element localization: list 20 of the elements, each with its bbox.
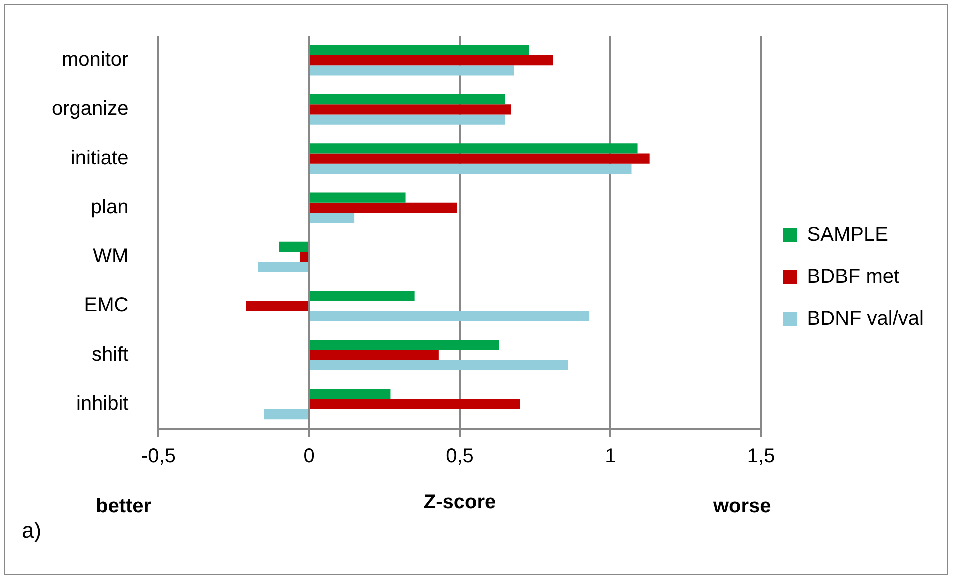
legend-label: BDNF val/val xyxy=(807,308,924,330)
x-tick-label: 1,5 xyxy=(747,446,776,468)
x-tick-label: -0,5 xyxy=(141,446,176,468)
x-axis-title: Z-score xyxy=(424,492,496,514)
y-tick-label: EMC xyxy=(84,294,129,317)
y-tick-label: organize xyxy=(52,98,129,120)
legend-label: BDBF met xyxy=(807,266,900,288)
y-tick-label: shift xyxy=(92,344,130,366)
y-tick-label: WM xyxy=(93,246,129,268)
y-tick-label: initiate xyxy=(70,147,129,170)
legend-label: SAMPLE xyxy=(807,224,888,246)
x-tick-label: 1 xyxy=(605,446,616,468)
y-tick-label: monitor xyxy=(62,49,130,72)
y-tick-label: plan xyxy=(90,196,129,218)
x-tick-label: 0,5 xyxy=(446,446,474,468)
y-tick-label: inhibit xyxy=(76,392,130,415)
text: worse xyxy=(712,496,772,518)
text: better xyxy=(96,496,152,518)
text: a) xyxy=(22,518,42,544)
x-tick-label: 0 xyxy=(304,446,315,468)
